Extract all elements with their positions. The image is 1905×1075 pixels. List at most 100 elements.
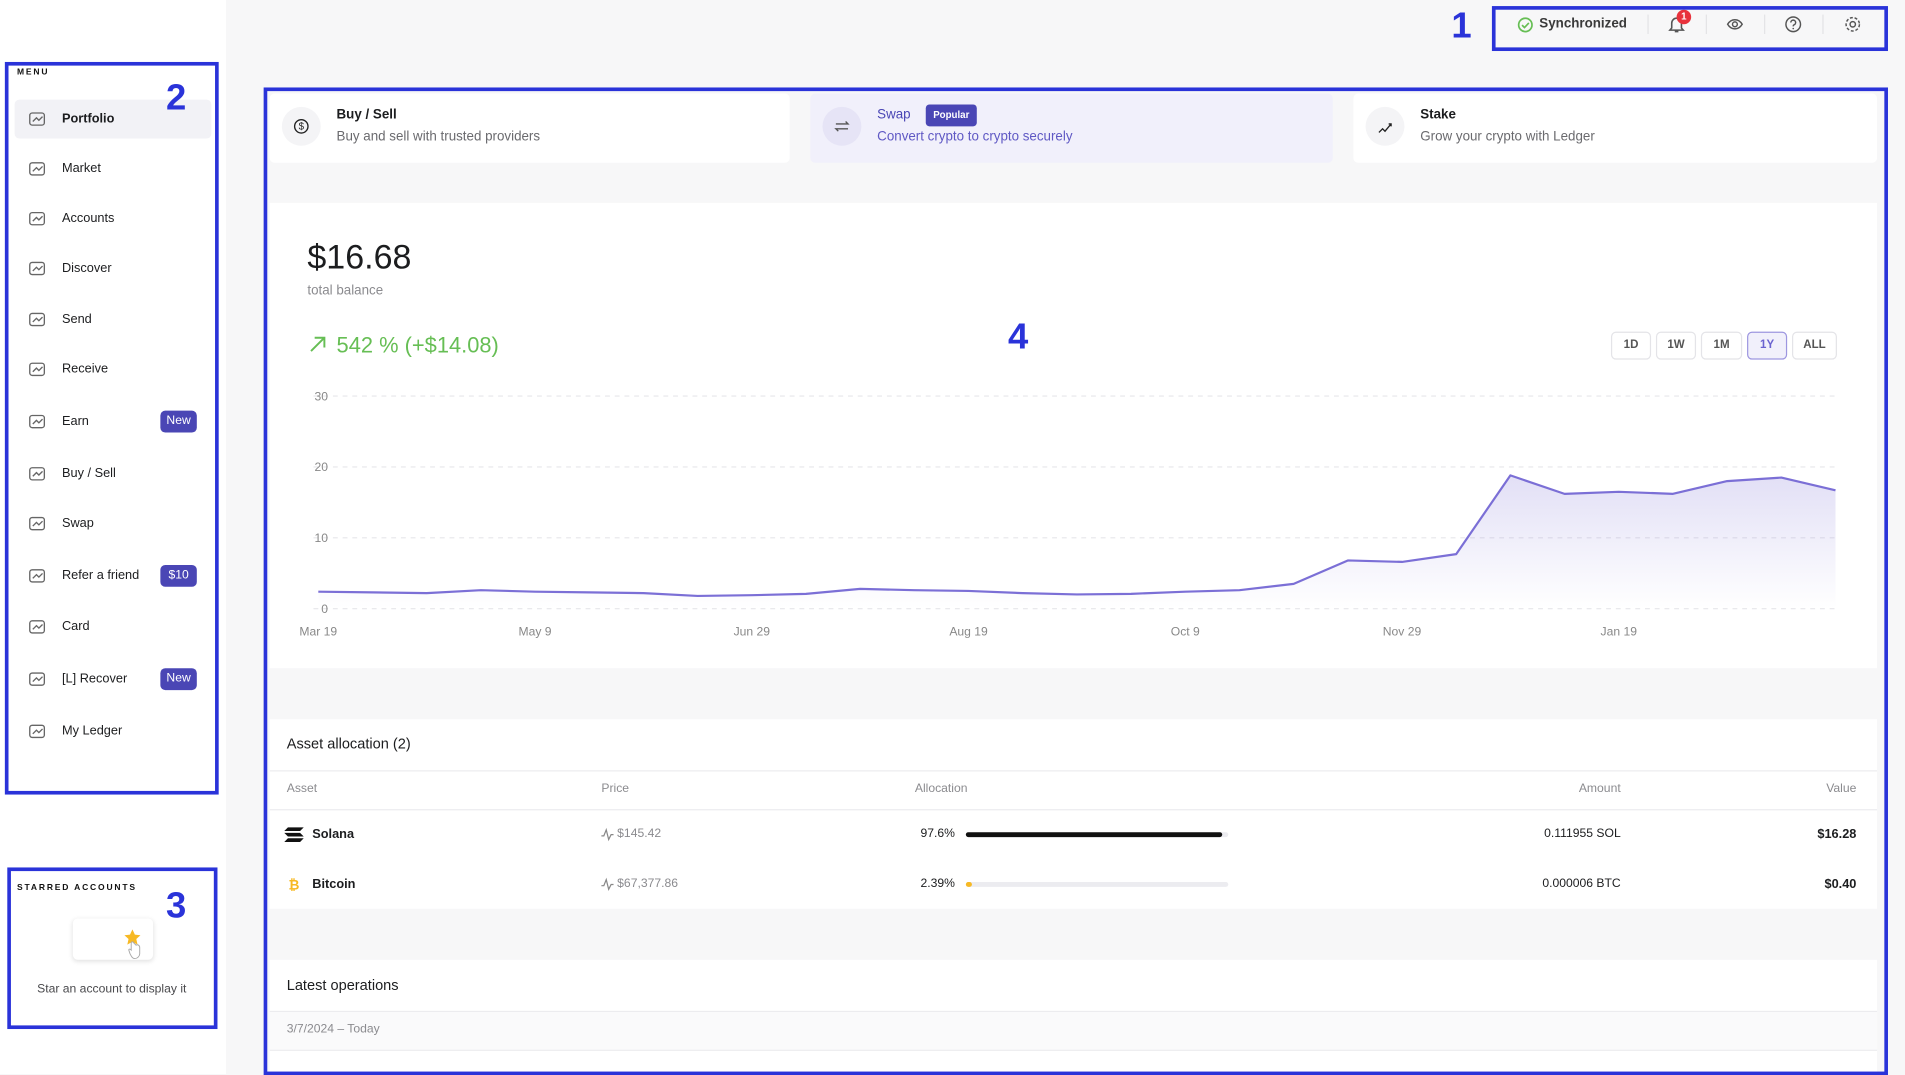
asset-value: $16.28 [1817,827,1857,842]
column-header: Allocation [914,782,968,796]
menu-label: Swap [61,516,94,531]
notification-badge [1676,9,1692,25]
menu-icon [29,261,46,276]
menu-label: [L] Recover [61,671,128,687]
settings-button[interactable] [1844,16,1861,33]
action-icon [1378,123,1392,133]
help-button[interactable] [1785,16,1802,33]
operations-title: Latest operations [286,976,399,994]
menu-icon [29,414,46,429]
range-label: 1W [1667,338,1685,352]
asset-icon [284,827,304,842]
balance-change: 542 % (+$14.08) [336,332,499,358]
menu-badge [160,564,197,587]
menu-label: Accounts [61,211,115,226]
action-card[interactable] [810,93,1333,163]
visibility-button[interactable] [1726,17,1744,32]
menu-label: Refer a friend [61,568,140,583]
menu-icon [29,516,46,531]
menu-icon [29,569,46,583]
notification-count: 1 [1681,10,1687,22]
action-icon-bg [1365,106,1405,146]
menu-label: Earn [61,413,89,429]
range-button[interactable] [1610,331,1652,360]
annotation-number: 3 [166,885,187,926]
annotation-box [4,61,219,795]
annotation-number: 4 [1007,317,1029,358]
column-header: Asset [286,782,318,796]
action-title: Swap [877,107,911,123]
allocation-bar [965,832,1222,838]
menu-item[interactable] [14,99,212,139]
divider [269,809,1878,811]
menu-icon [29,362,46,377]
annotation-box [1491,6,1888,52]
balance-amount: $16.68 [307,238,412,276]
asset-icon: ₿ [286,877,302,892]
menu-label: Card [61,619,90,634]
range-button[interactable] [1700,331,1743,360]
divider [269,1049,1878,1051]
separator [1822,14,1824,35]
action-card[interactable] [1353,93,1878,163]
menu-label: Receive [61,361,109,377]
svg-text:$: $ [299,122,305,133]
annotation-box [263,87,1888,1075]
menu-badge [160,668,197,691]
range-label: ALL [1803,338,1826,352]
action-icon-bg [281,106,321,146]
divider [269,770,1878,772]
column-header: Price [601,782,630,796]
action-title: Stake [1420,107,1456,123]
action-subtitle: Grow your crypto with Ledger [1420,129,1595,144]
menu-icon [29,162,46,176]
action-icon-bg [822,106,862,146]
divider [269,1010,1878,1013]
separator [1647,14,1649,35]
starred-title: STARRED ACCOUNTS [17,883,137,893]
action-badge-text: Popular [933,109,970,121]
svg-text:₿: ₿ [289,877,300,892]
action-icon [834,121,850,132]
date-row [269,1012,1878,1050]
range-button[interactable] [1747,331,1788,360]
annotation-number: 1 [1451,6,1472,47]
allocation-bar [965,882,973,887]
asset-amount: 0.111955 SOL [1544,827,1621,841]
allocation-percent: 97.6% [920,827,955,841]
sync-icon [1517,17,1533,33]
range-button[interactable] [1655,331,1697,360]
menu-label: Portfolio [61,111,115,127]
range-button[interactable] [1792,331,1837,360]
action-subtitle: Convert crypto to crypto securely [877,129,1073,144]
asset-name: Solana [312,827,355,842]
menu-badge [160,410,197,433]
action-icon: $ [293,119,309,134]
menu-label: Market [61,161,101,176]
menu-icon [29,312,46,327]
action-badge [925,104,977,127]
menu-icon [29,620,46,634]
menu-badge-text: New [166,671,191,686]
range-label: 1M [1713,338,1730,352]
menu-icon [29,724,46,739]
separator [1705,14,1707,35]
starred-illustration [124,929,141,960]
menu-badge-text: $10 [168,568,189,582]
price-trend-icon [601,827,614,842]
change-arrow [310,336,326,352]
asset-name: Bitcoin [312,876,356,892]
starred-empty-text: Star an account to display it [37,982,187,997]
action-subtitle: Buy and sell with trusted providers [336,129,541,144]
menu-icon [29,467,46,481]
menu-label: My Ledger [61,723,123,739]
allocation-panel [269,719,1878,909]
action-card[interactable] [269,93,790,163]
column-header: Amount [1578,782,1621,796]
column-header: Value [1826,782,1857,796]
sidebar [0,0,226,1074]
allocation-title: Asset allocation (2) [286,735,411,753]
action-title: Buy / Sell [336,107,397,123]
balance-label: total balance [307,283,384,299]
